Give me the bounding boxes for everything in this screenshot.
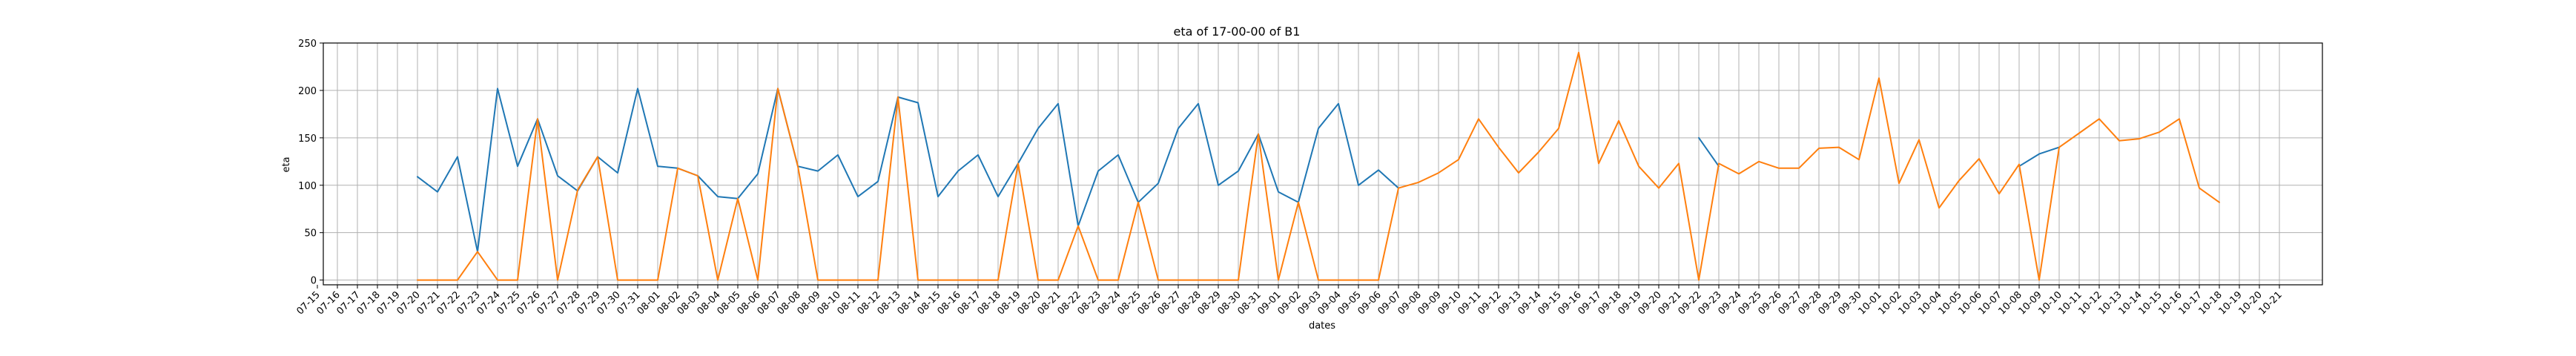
series-2-line bbox=[417, 51, 2220, 281]
chart-title: eta of 17-00-00 of B1 bbox=[1174, 24, 1301, 39]
axes-layer bbox=[323, 42, 2323, 286]
series-1-line bbox=[417, 88, 1399, 253]
y-tick-label: 150 bbox=[298, 134, 317, 145]
y-tick-label: 200 bbox=[298, 86, 317, 97]
ticks-layer: 07-1507-1607-1707-1807-1907-2007-2107-22… bbox=[295, 39, 2285, 317]
y-tick-label: 250 bbox=[298, 39, 317, 50]
plot-frame bbox=[323, 42, 2323, 286]
series-2 bbox=[417, 51, 2220, 281]
x-tick-label: 10-21 bbox=[2257, 289, 2285, 317]
y-tick-label: 50 bbox=[304, 228, 317, 240]
series-1-line bbox=[1698, 136, 1720, 168]
series-1-line bbox=[2018, 146, 2060, 168]
y-tick-label: 0 bbox=[311, 276, 317, 287]
y-axis-label: eta bbox=[281, 156, 292, 172]
series-layer bbox=[417, 51, 2220, 281]
y-tick-label: 100 bbox=[298, 181, 317, 192]
x-axis-label: dates bbox=[1309, 320, 1335, 332]
